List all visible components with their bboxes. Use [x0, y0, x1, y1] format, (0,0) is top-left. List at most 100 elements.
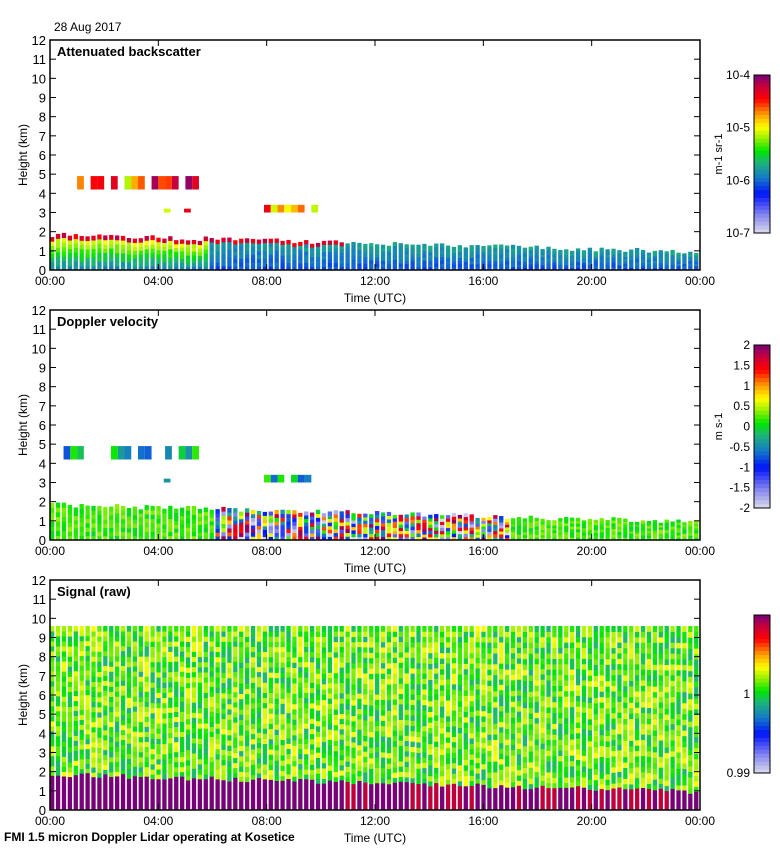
- signal-cell: [197, 769, 203, 775]
- signal-cell: [445, 726, 451, 733]
- signal-cell: [463, 626, 468, 632]
- signal-cell: [315, 752, 321, 758]
- velocity-cell: [546, 530, 551, 534]
- backscatter-cell: [61, 246, 67, 252]
- velocity-cell: [239, 511, 244, 516]
- velocity-cell: [274, 509, 279, 515]
- velocity-cell: [428, 521, 433, 525]
- signal-cell: [132, 656, 138, 662]
- signal-cell: [369, 689, 374, 696]
- signal-cell: [469, 663, 474, 670]
- signal-cell: [510, 663, 516, 670]
- backscatter-cell: [581, 250, 587, 254]
- signal-cell: [268, 687, 273, 694]
- signal-cell: [268, 667, 273, 673]
- colorbar-cell: [754, 142, 770, 147]
- signal-cell: [398, 651, 403, 658]
- backscatter-cell: [451, 267, 457, 271]
- signal-cell: [185, 692, 191, 699]
- signal-cell: [250, 702, 256, 709]
- signal-cell: [132, 681, 138, 687]
- signal-cell: [369, 694, 374, 701]
- signal-cell: [174, 741, 179, 748]
- signal-cell: [280, 672, 285, 679]
- signal-cell: [109, 676, 114, 682]
- signal-cell: [493, 777, 498, 784]
- signal-cell: [91, 641, 96, 647]
- velocity-cell: [635, 524, 640, 527]
- signal-cell: [310, 702, 315, 709]
- velocity-cell: [505, 521, 510, 525]
- signal-cell: [404, 714, 409, 721]
- backscatter-cell: [623, 256, 628, 260]
- backscatter-cell: [369, 253, 374, 258]
- signal-cell: [304, 666, 309, 673]
- backscatter-cell: [333, 255, 338, 260]
- velocity-cell: [185, 505, 191, 511]
- signal-cell: [516, 647, 522, 654]
- velocity-cell: [191, 518, 197, 524]
- velocity-cell: [215, 524, 220, 529]
- colorbar-cell: [754, 495, 770, 501]
- backscatter-cell: [457, 251, 463, 255]
- velocity-cell: [227, 520, 232, 525]
- signal-cell: [552, 674, 557, 681]
- signal-cell: [327, 703, 333, 709]
- signal-boundary-layer: [422, 783, 427, 810]
- backscatter-cell: [386, 245, 392, 250]
- signal-cell: [434, 636, 439, 643]
- signal-cell: [410, 636, 415, 643]
- signal-cell: [245, 657, 250, 663]
- signal-cell: [91, 686, 96, 693]
- velocity-cell: [174, 532, 179, 537]
- cloud-cell: [138, 176, 145, 190]
- colorbar-cell: [754, 373, 770, 379]
- signal-cell: [570, 690, 575, 697]
- velocity-cell: [103, 535, 108, 541]
- signal-cell: [91, 681, 96, 687]
- velocity-cell: [50, 512, 55, 518]
- signal-cell: [310, 682, 315, 689]
- signal-cell: [321, 773, 327, 779]
- velocity-cell: [404, 517, 409, 522]
- signal-cell: [369, 768, 374, 775]
- backscatter-cell: [593, 267, 598, 271]
- velocity-cell: [392, 518, 398, 522]
- signal-cell: [61, 701, 67, 707]
- signal-cell: [180, 631, 185, 637]
- backscatter-cell: [593, 258, 598, 262]
- velocity-cell: [581, 537, 587, 541]
- velocity-cell: [640, 520, 646, 524]
- signal-cell: [162, 728, 167, 734]
- backscatter-cell: [375, 260, 380, 265]
- velocity-cell: [79, 517, 84, 523]
- colorbar-cell: [754, 197, 770, 202]
- backscatter-cell: [256, 239, 262, 244]
- backscatter-cell: [304, 255, 309, 260]
- backscatter-cell: [688, 267, 693, 271]
- signal-cell: [221, 769, 226, 776]
- backscatter-cell: [215, 258, 220, 263]
- velocity-cell: [599, 523, 604, 527]
- signal-cell: [380, 626, 386, 632]
- velocity-cell: [398, 530, 403, 535]
- velocity-cell: [528, 524, 533, 529]
- signal-cell: [575, 732, 581, 739]
- signal-cell: [150, 697, 155, 704]
- backscatter-cell: [310, 250, 315, 255]
- signal-cell: [363, 683, 368, 690]
- signal-cell: [132, 701, 138, 707]
- velocity-cell: [522, 537, 528, 541]
- signal-cell: [593, 730, 598, 737]
- signal-cell: [138, 761, 143, 768]
- signal-cell: [97, 631, 102, 637]
- velocity-cell: [73, 523, 78, 529]
- signal-cell: [345, 667, 350, 674]
- backscatter-cell: [522, 247, 528, 251]
- signal-cell: [150, 748, 155, 755]
- signal-cell: [345, 776, 350, 783]
- signal-cell: [168, 666, 173, 673]
- backscatter-cell: [215, 247, 220, 252]
- backscatter-cell: [386, 257, 392, 262]
- signal-cell: [434, 678, 439, 685]
